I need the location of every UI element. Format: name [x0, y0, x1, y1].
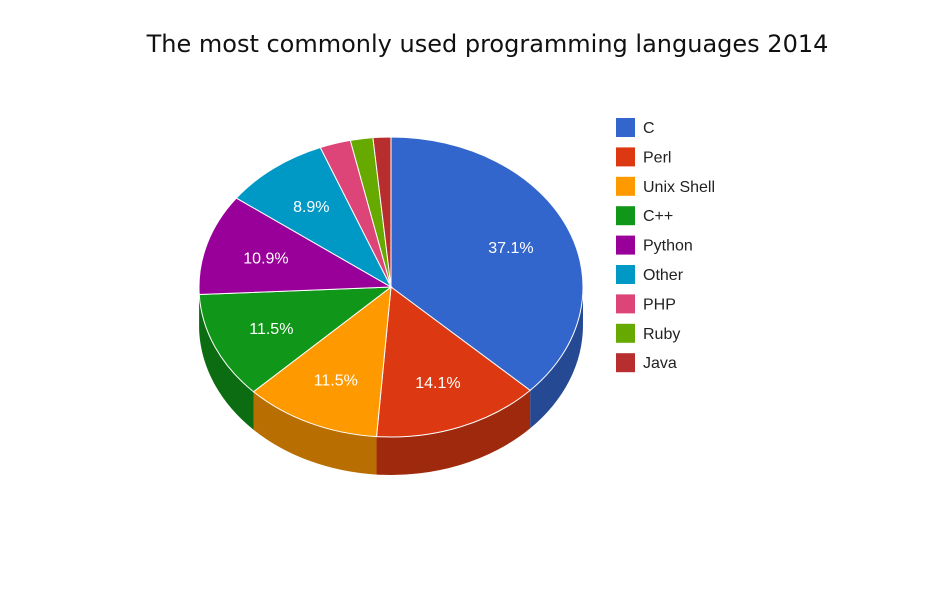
legend-label: PHP — [643, 296, 676, 313]
slice-java[interactable] — [372, 136, 392, 288]
legend-swatch — [616, 353, 635, 373]
legend-swatch — [616, 323, 635, 343]
slice-other[interactable] — [235, 146, 393, 289]
legend-item-java[interactable]: Java — [616, 353, 677, 373]
slice-c[interactable] — [390, 136, 584, 392]
legend-label: Unix Shell — [643, 179, 715, 196]
legend-item-php[interactable]: PHP — [616, 294, 676, 314]
slice-labels: 37.1% 14.1% 11.5% 11.5% 10.9% 8.9% — [243, 199, 533, 392]
slice-label-python: 10.9% — [243, 251, 288, 268]
slice-side-unix-shell — [253, 391, 377, 475]
legend-item-c[interactable]: C++ — [616, 206, 673, 226]
legend-label: Other — [643, 267, 684, 284]
legend-swatch — [616, 118, 635, 137]
legend-label: Ruby — [643, 326, 680, 343]
pie-slices — [198, 136, 584, 438]
legend-swatch — [616, 235, 635, 255]
slice-perl[interactable] — [375, 286, 531, 438]
legend-swatch — [616, 294, 635, 314]
legend-label: Python — [643, 238, 693, 255]
slice-label-perl: 14.1% — [415, 375, 460, 392]
legend-item-other[interactable]: Other — [616, 265, 684, 284]
slice-label-c: 11.5% — [249, 321, 293, 338]
legend: C Perl Unix Shell C++ Python Other PHP Ruby Java — [616, 118, 715, 373]
legend-label: C — [643, 120, 655, 137]
legend-swatch — [616, 265, 635, 284]
legend-label: Java — [643, 355, 677, 372]
legend-item-unix-shell[interactable]: Unix Shell — [616, 176, 715, 196]
legend-item-ruby[interactable]: Ruby — [616, 323, 680, 343]
legend-label: Perl — [643, 149, 671, 166]
legend-swatch — [616, 147, 635, 167]
slice-c[interactable] — [198, 286, 393, 393]
slice-python[interactable] — [198, 197, 393, 296]
legend-swatch — [616, 176, 635, 196]
slice-side-c — [530, 287, 583, 429]
legend-label: C++ — [643, 208, 673, 225]
legend-item-c[interactable]: C — [616, 118, 655, 137]
slice-label-c: 37.1% — [488, 240, 533, 257]
slice-side-perl — [376, 390, 531, 475]
slice-label-unix-shell: 11.5% — [314, 372, 358, 389]
legend-item-python[interactable]: Python — [616, 235, 693, 255]
slice-unix-shell[interactable] — [252, 285, 392, 438]
legend-swatch — [616, 206, 635, 226]
slice-label-other: 8.9% — [293, 199, 329, 216]
legend-item-perl[interactable]: Perl — [616, 147, 671, 167]
slice-side-c — [199, 294, 254, 430]
chart-title: The most commonly used programming langu… — [146, 30, 829, 58]
